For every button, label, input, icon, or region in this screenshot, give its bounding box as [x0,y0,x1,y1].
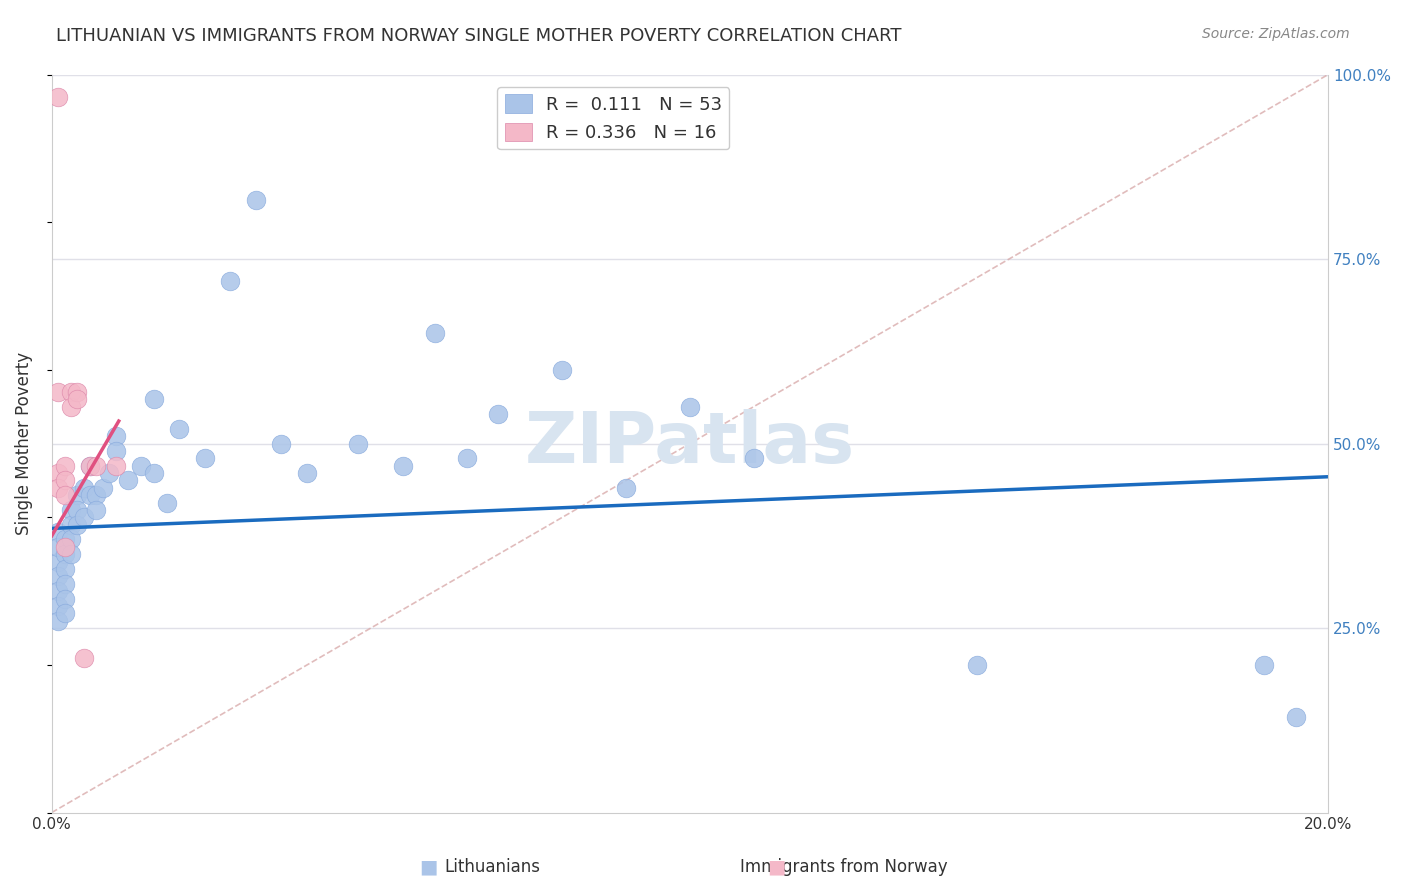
Point [46,540,69,554]
Text: Source: ZipAtlas.com: Source: ZipAtlas.com [1202,27,1350,41]
Point [104,444,127,458]
Point [966,657,988,672]
Point [86,458,108,473]
Point [488,407,510,421]
Point [104,429,127,443]
Point [53,458,76,473]
Point [86,488,108,502]
Point [104,458,127,473]
Point [66,517,89,532]
Text: Immigrants from Norway: Immigrants from Norway [740,858,948,876]
Text: Lithuanians: Lithuanians [444,858,540,876]
Point [456,451,478,466]
Point [53,591,76,606]
Point [742,451,765,466]
Point [53,562,76,576]
Point [73,481,96,495]
Point [59,547,82,561]
Point [79,458,101,473]
Point [347,436,370,450]
Point [73,650,96,665]
Point [1285,709,1308,723]
Point [79,488,101,502]
Point [194,451,217,466]
Point [73,510,96,524]
Point [46,614,69,628]
Point [66,503,89,517]
Point [142,392,165,407]
Point [86,503,108,517]
Point [46,555,69,569]
Point [53,540,76,554]
Point [46,525,69,540]
Point [614,481,637,495]
Point [679,400,702,414]
Point [53,474,76,488]
Point [551,362,574,376]
Point [423,326,446,340]
Text: ■: ■ [766,857,786,876]
Point [117,474,139,488]
Point [1253,657,1275,672]
Point [66,488,89,502]
Point [59,533,82,547]
Point [46,584,69,599]
Point [53,576,76,591]
Point [59,384,82,399]
Point [46,384,69,399]
Point [219,274,242,288]
Point [270,436,292,450]
Point [59,517,82,532]
Text: ■: ■ [419,857,439,876]
Point [66,392,89,407]
Point [66,384,89,399]
Point [391,458,413,473]
Point [59,503,82,517]
Point [156,495,179,509]
Point [53,488,76,502]
Point [46,89,69,103]
Point [169,422,191,436]
Point [46,569,69,583]
Point [46,599,69,613]
Text: LITHUANIAN VS IMMIGRANTS FROM NORWAY SINGLE MOTHER POVERTY CORRELATION CHART: LITHUANIAN VS IMMIGRANTS FROM NORWAY SIN… [56,27,901,45]
Point [129,458,152,473]
Point [46,481,69,495]
Point [142,466,165,480]
Legend: R =  0.111   N = 53, R = 0.336   N = 16: R = 0.111 N = 53, R = 0.336 N = 16 [498,87,730,149]
Point [91,481,114,495]
Text: ZIPatlas: ZIPatlas [524,409,855,478]
Point [98,466,121,480]
Point [245,193,267,207]
Point [295,466,318,480]
Point [59,400,82,414]
Point [53,607,76,621]
Y-axis label: Single Mother Poverty: Single Mother Poverty [15,352,32,535]
Point [53,547,76,561]
Point [46,466,69,480]
Point [79,458,101,473]
Point [53,533,76,547]
